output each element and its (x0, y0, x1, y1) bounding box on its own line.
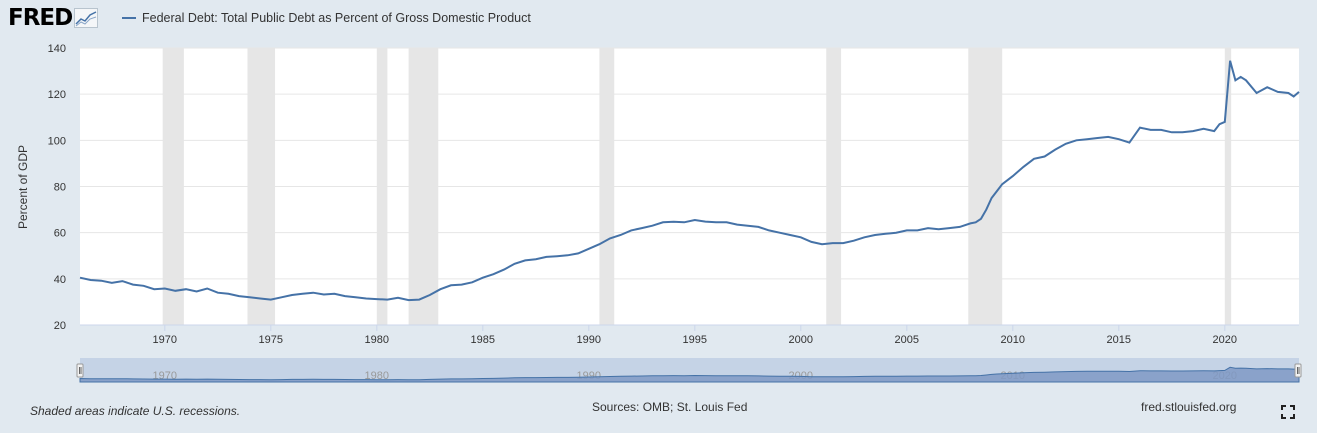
y-tick-label: 20 (54, 320, 66, 332)
recession-note: Shaded areas indicate U.S. recessions. (30, 404, 241, 418)
x-tick-label: 2000 (789, 334, 813, 346)
series-line (79, 60, 1300, 302)
y-tick-label: 60 (54, 228, 66, 240)
x-tick-label: 1995 (683, 334, 707, 346)
x-tick-label: 2005 (895, 334, 919, 346)
x-tick-label: 1980 (365, 334, 389, 346)
y-tick-label: 140 (48, 43, 66, 55)
navigator-series-area (79, 366, 1300, 383)
legend: Federal Debt: Total Public Debt as Perce… (122, 11, 531, 25)
y-tick-label: 80 (54, 182, 66, 194)
fred-logo[interactable]: FRED (8, 5, 99, 31)
x-tick-label: 1970 (153, 334, 177, 346)
fred-logo-text: FRED (8, 5, 73, 31)
x-tick-label: 1990 (577, 334, 601, 346)
navigator-label: 1980 (365, 370, 389, 382)
sources-text: Sources: OMB; St. Louis Fed (592, 400, 748, 414)
sparkline-icon (74, 8, 99, 28)
y-tick-label: 40 (54, 274, 66, 286)
legend-label: Federal Debt: Total Public Debt as Perce… (142, 11, 531, 25)
x-tick-label: 2020 (1213, 334, 1237, 346)
legend-swatch (122, 17, 136, 19)
gridlines (80, 47, 1299, 280)
x-axis: 1970 1975 1980 1985 1990 1995 2000 2005 2010 2015… (80, 324, 1299, 346)
y-tick-label: 120 (48, 89, 66, 101)
x-tick-label: 1985 (471, 334, 495, 346)
y-tick-label: 100 (48, 135, 66, 147)
fred-url-link[interactable]: fred.stlouisfed.org (1141, 400, 1237, 414)
fullscreen-icon[interactable] (1281, 405, 1295, 419)
range-navigator[interactable]: 197019801990200020102020 (76, 358, 1302, 383)
y-axis-label: Percent of GDP (16, 145, 30, 229)
x-tick-label: 1975 (259, 334, 283, 346)
x-tick-label: 2015 (1107, 334, 1131, 346)
x-tick-label: 2010 (1001, 334, 1025, 346)
y-axis: 20 40 60 80 100 120 140 (48, 43, 66, 332)
